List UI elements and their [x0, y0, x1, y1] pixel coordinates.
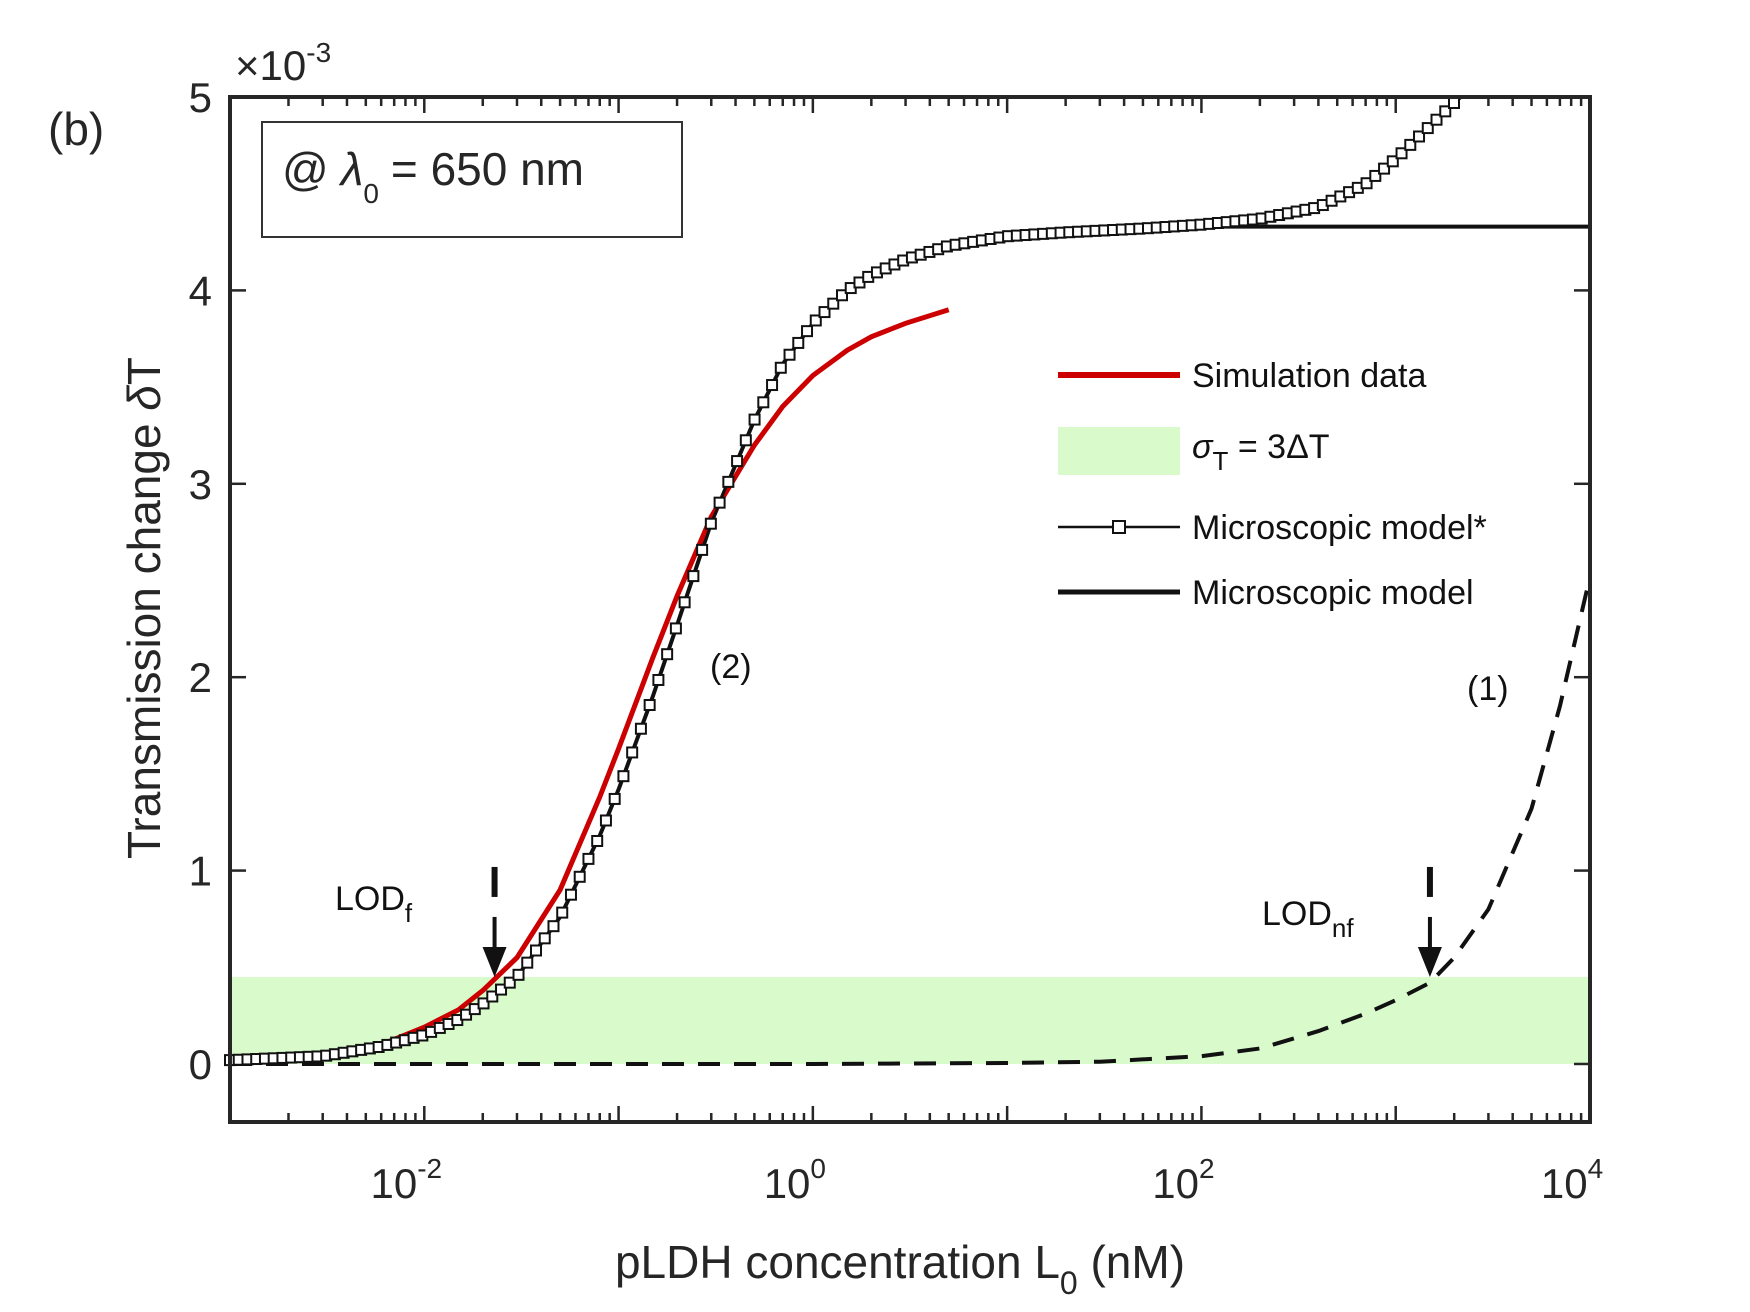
microscopic-model-star-marker [608, 792, 621, 805]
microscopic-model-star-marker [538, 932, 551, 945]
legend-label-simulation: Simulation data [1192, 357, 1426, 395]
annotation-box [261, 121, 683, 238]
microscopic-model-star-marker [687, 570, 700, 583]
microscopic-model-star-marker [495, 983, 508, 996]
curve-1-label: (1) [1467, 670, 1509, 708]
x-tick-label: 104 [1541, 1153, 1603, 1207]
microscopic-model-star-marker [1448, 96, 1460, 109]
microscopic-model-star-marker [1439, 105, 1452, 118]
microscopic-model-star-marker [827, 297, 840, 310]
microscopic-model-star-marker [617, 770, 630, 783]
microscopic-model-star-marker [722, 475, 735, 488]
microscopic-model-star-marker [1430, 113, 1443, 126]
y-tick-label: 1 [189, 848, 212, 895]
microscopic-model-star-marker [1360, 177, 1373, 190]
curve-2-label: (2) [710, 648, 752, 686]
microscopic-model-star-marker [556, 906, 569, 919]
x-tick-label: 102 [1152, 1153, 1214, 1207]
microscopic-model-star-marker [739, 434, 752, 447]
microscopic-model-star-marker [678, 596, 691, 609]
microscopic-model-star-marker [512, 968, 525, 981]
legend-swatch-sigma [1058, 427, 1180, 475]
microscopic-model-star-marker [818, 306, 831, 319]
microscopic-model-star-marker [766, 379, 779, 392]
microscopic-model-star-marker [661, 648, 674, 661]
y-tick-label: 4 [189, 267, 212, 314]
microscopic-model-star-marker [731, 455, 744, 468]
microscopic-model-star-marker [783, 348, 796, 361]
microscopic-model-star-marker [774, 361, 787, 374]
x-tick-label: 100 [764, 1153, 826, 1207]
y-tick-label: 5 [189, 74, 212, 121]
simulation-data-line [229, 307, 950, 1063]
plot-frame [228, 95, 1592, 1124]
dashed-curve-1 [230, 576, 1592, 1066]
lod-f-label: LODf [335, 880, 413, 928]
microscopic-model-star-marker [1404, 138, 1417, 151]
legend-label-sigma: σT = 3ΔT [1192, 428, 1330, 476]
x-axis-title: pLDH concentration L0 (nM) [615, 1236, 1185, 1301]
microscopic-model-star-marker [792, 336, 805, 349]
y-tick-label: 2 [189, 654, 212, 701]
microscopic-model-star-marker [696, 543, 709, 556]
microscopic-model-star-marker [757, 396, 770, 409]
microscopic-model-star-marker [1378, 162, 1391, 175]
microscopic-model-star-marker [626, 746, 639, 759]
series-layer [224, 95, 1592, 1067]
panel-label: (b) [48, 103, 104, 155]
y-axis-title: Transmission change δT [118, 357, 170, 859]
microscopic-model-star-marker [521, 956, 534, 969]
microscopic-model-star-marker [669, 622, 682, 635]
microscopic-model-star-marker [503, 976, 516, 989]
microscopic-model-star-marker [748, 413, 761, 426]
microscopic-model-star-marker [582, 852, 595, 865]
y-tick-label: 3 [189, 461, 212, 508]
y-tick-labels: 0 1 2 3 4 5 [189, 74, 212, 1088]
microscopic-model-star-marker [1386, 155, 1399, 168]
microscopic-model-star-marker [547, 920, 560, 933]
microscopic-model-line [229, 224, 1590, 1063]
lod-arrow-head [482, 946, 507, 977]
microscopic-model-star-marker [573, 870, 586, 883]
microscopic-model-star-marker [564, 888, 577, 901]
wavelength-annotation: @ λ0 = 650 nm [282, 143, 584, 209]
lod-arrow-head [1417, 946, 1442, 977]
microscopic-model-star-marker [477, 997, 490, 1010]
microscopic-model-star-marker [836, 289, 848, 302]
microscopic-model-star-marker [530, 944, 542, 957]
lod-arrows [482, 866, 1442, 977]
y-multiplier: ×10-3 [235, 37, 331, 89]
microscopic-model-star-marker [809, 314, 822, 327]
legend-label-micro: Microscopic model [1192, 574, 1474, 612]
microscopic-model-star-marker [599, 814, 612, 827]
y-tick-label: 0 [189, 1041, 212, 1088]
microscopic-model-star-marker [801, 325, 814, 338]
microscopic-model-star-marker [1369, 169, 1382, 182]
microscopic-model-star-marker [704, 517, 717, 530]
legend-label-micro-star: Microscopic model* [1192, 509, 1487, 547]
microscopic-model-star-marker [634, 722, 647, 735]
microscopic-model-star-marker [1413, 130, 1426, 143]
legend-marker-micro-star [1112, 520, 1126, 534]
microscopic-model-star-marker [652, 673, 665, 686]
microscopic-model-star-marker [1395, 147, 1408, 160]
lod-nf-label: LODnf [1262, 895, 1354, 943]
microscopic-model-star-marker [713, 496, 726, 509]
microscopic-model-star-marker [1421, 122, 1434, 135]
microscopic-model-star-marker [486, 990, 499, 1003]
x-tick-labels: 10-2 100 102 104 [370, 1153, 1603, 1207]
x-tick-label: 10-2 [370, 1153, 442, 1207]
legend: Simulation data σT = 3ΔT Microscopic mod… [1058, 357, 1487, 612]
microscopic-model-star-marker [643, 699, 656, 712]
microscopic-model-star-marker [591, 834, 604, 847]
